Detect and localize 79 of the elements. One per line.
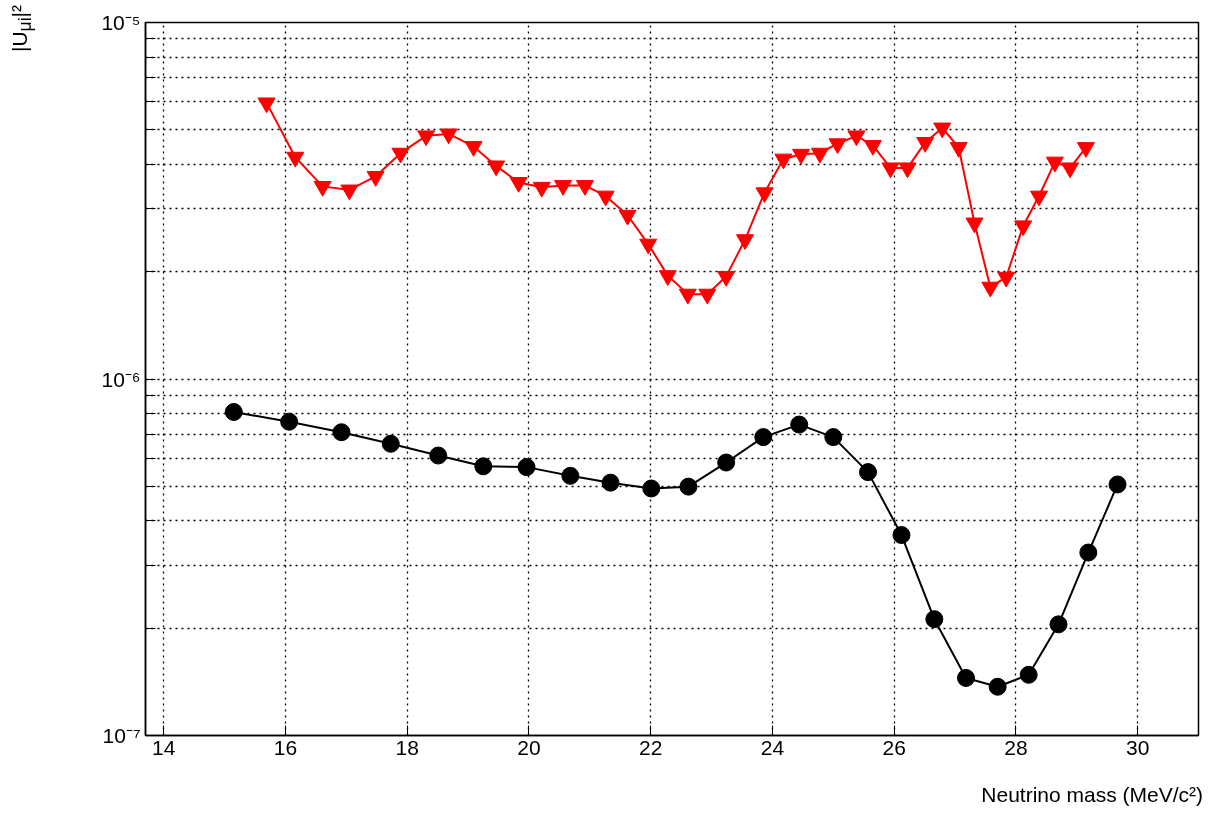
- point: [1030, 190, 1049, 207]
- x-tick-label: 22: [639, 735, 663, 759]
- point: [257, 97, 276, 114]
- point: [881, 162, 900, 179]
- point: [981, 281, 1000, 298]
- x-tick-label: 16: [273, 735, 298, 759]
- point: [1045, 156, 1064, 173]
- point: [898, 162, 917, 179]
- point: [1076, 142, 1095, 158]
- point: [754, 428, 773, 447]
- point: [916, 136, 935, 153]
- point: [956, 668, 975, 687]
- x-tick-label: 14: [152, 735, 176, 759]
- point: [464, 141, 483, 157]
- point: [997, 271, 1016, 288]
- point: [391, 147, 410, 164]
- point: [847, 130, 866, 147]
- point: [381, 434, 400, 453]
- point: [439, 128, 458, 145]
- point: [642, 479, 661, 498]
- point: [561, 466, 580, 485]
- x-tick-label: 24: [760, 735, 785, 759]
- point: [1061, 162, 1080, 179]
- point: [933, 122, 952, 139]
- point: [824, 428, 843, 447]
- point: [1019, 665, 1038, 684]
- point: [858, 463, 877, 482]
- point: [487, 160, 506, 177]
- point: [755, 187, 774, 204]
- point: [474, 457, 493, 476]
- point: [509, 177, 528, 193]
- point: [417, 130, 436, 147]
- point: [949, 142, 968, 158]
- point: [1049, 615, 1068, 634]
- x-tick-label: 18: [395, 735, 419, 759]
- point: [618, 209, 637, 226]
- point: [575, 180, 594, 196]
- point: [340, 184, 359, 201]
- point: [790, 415, 809, 434]
- y-tick-label: 10⁻⁷: [102, 724, 141, 747]
- point: [429, 446, 448, 465]
- point: [925, 610, 944, 629]
- point: [286, 151, 305, 168]
- y-tick-label: 10⁻⁵: [101, 11, 141, 34]
- point: [532, 181, 551, 198]
- point: [332, 423, 351, 442]
- point: [554, 180, 573, 196]
- point: [965, 217, 984, 234]
- point: [224, 403, 243, 421]
- point: [678, 288, 697, 305]
- point: [698, 288, 717, 305]
- point: [596, 190, 615, 207]
- point: [863, 140, 882, 156]
- point: [892, 526, 911, 545]
- x-tick-label: 30: [1125, 735, 1150, 759]
- point: [736, 234, 755, 250]
- point: [774, 153, 793, 170]
- x-tick-label: 20: [517, 735, 541, 759]
- point: [658, 270, 677, 286]
- point: [280, 412, 299, 431]
- point: [717, 270, 736, 287]
- point: [828, 138, 847, 155]
- point: [679, 477, 698, 496]
- point: [810, 147, 829, 164]
- point: [717, 453, 736, 472]
- point: [601, 473, 620, 492]
- point: [1108, 475, 1127, 494]
- point: [792, 148, 811, 165]
- point: [1014, 220, 1033, 237]
- point: [517, 458, 536, 477]
- y-tick-label: 10⁻⁶: [101, 367, 141, 391]
- point: [988, 677, 1007, 696]
- x-tick-label: 26: [882, 735, 906, 759]
- point: [313, 180, 332, 197]
- point: [639, 238, 658, 255]
- point: [1079, 543, 1098, 562]
- x-tick-label: 28: [1004, 735, 1028, 759]
- x-axis-title: Neutrino mass (MeV/c²): [981, 782, 1203, 808]
- point: [366, 171, 385, 187]
